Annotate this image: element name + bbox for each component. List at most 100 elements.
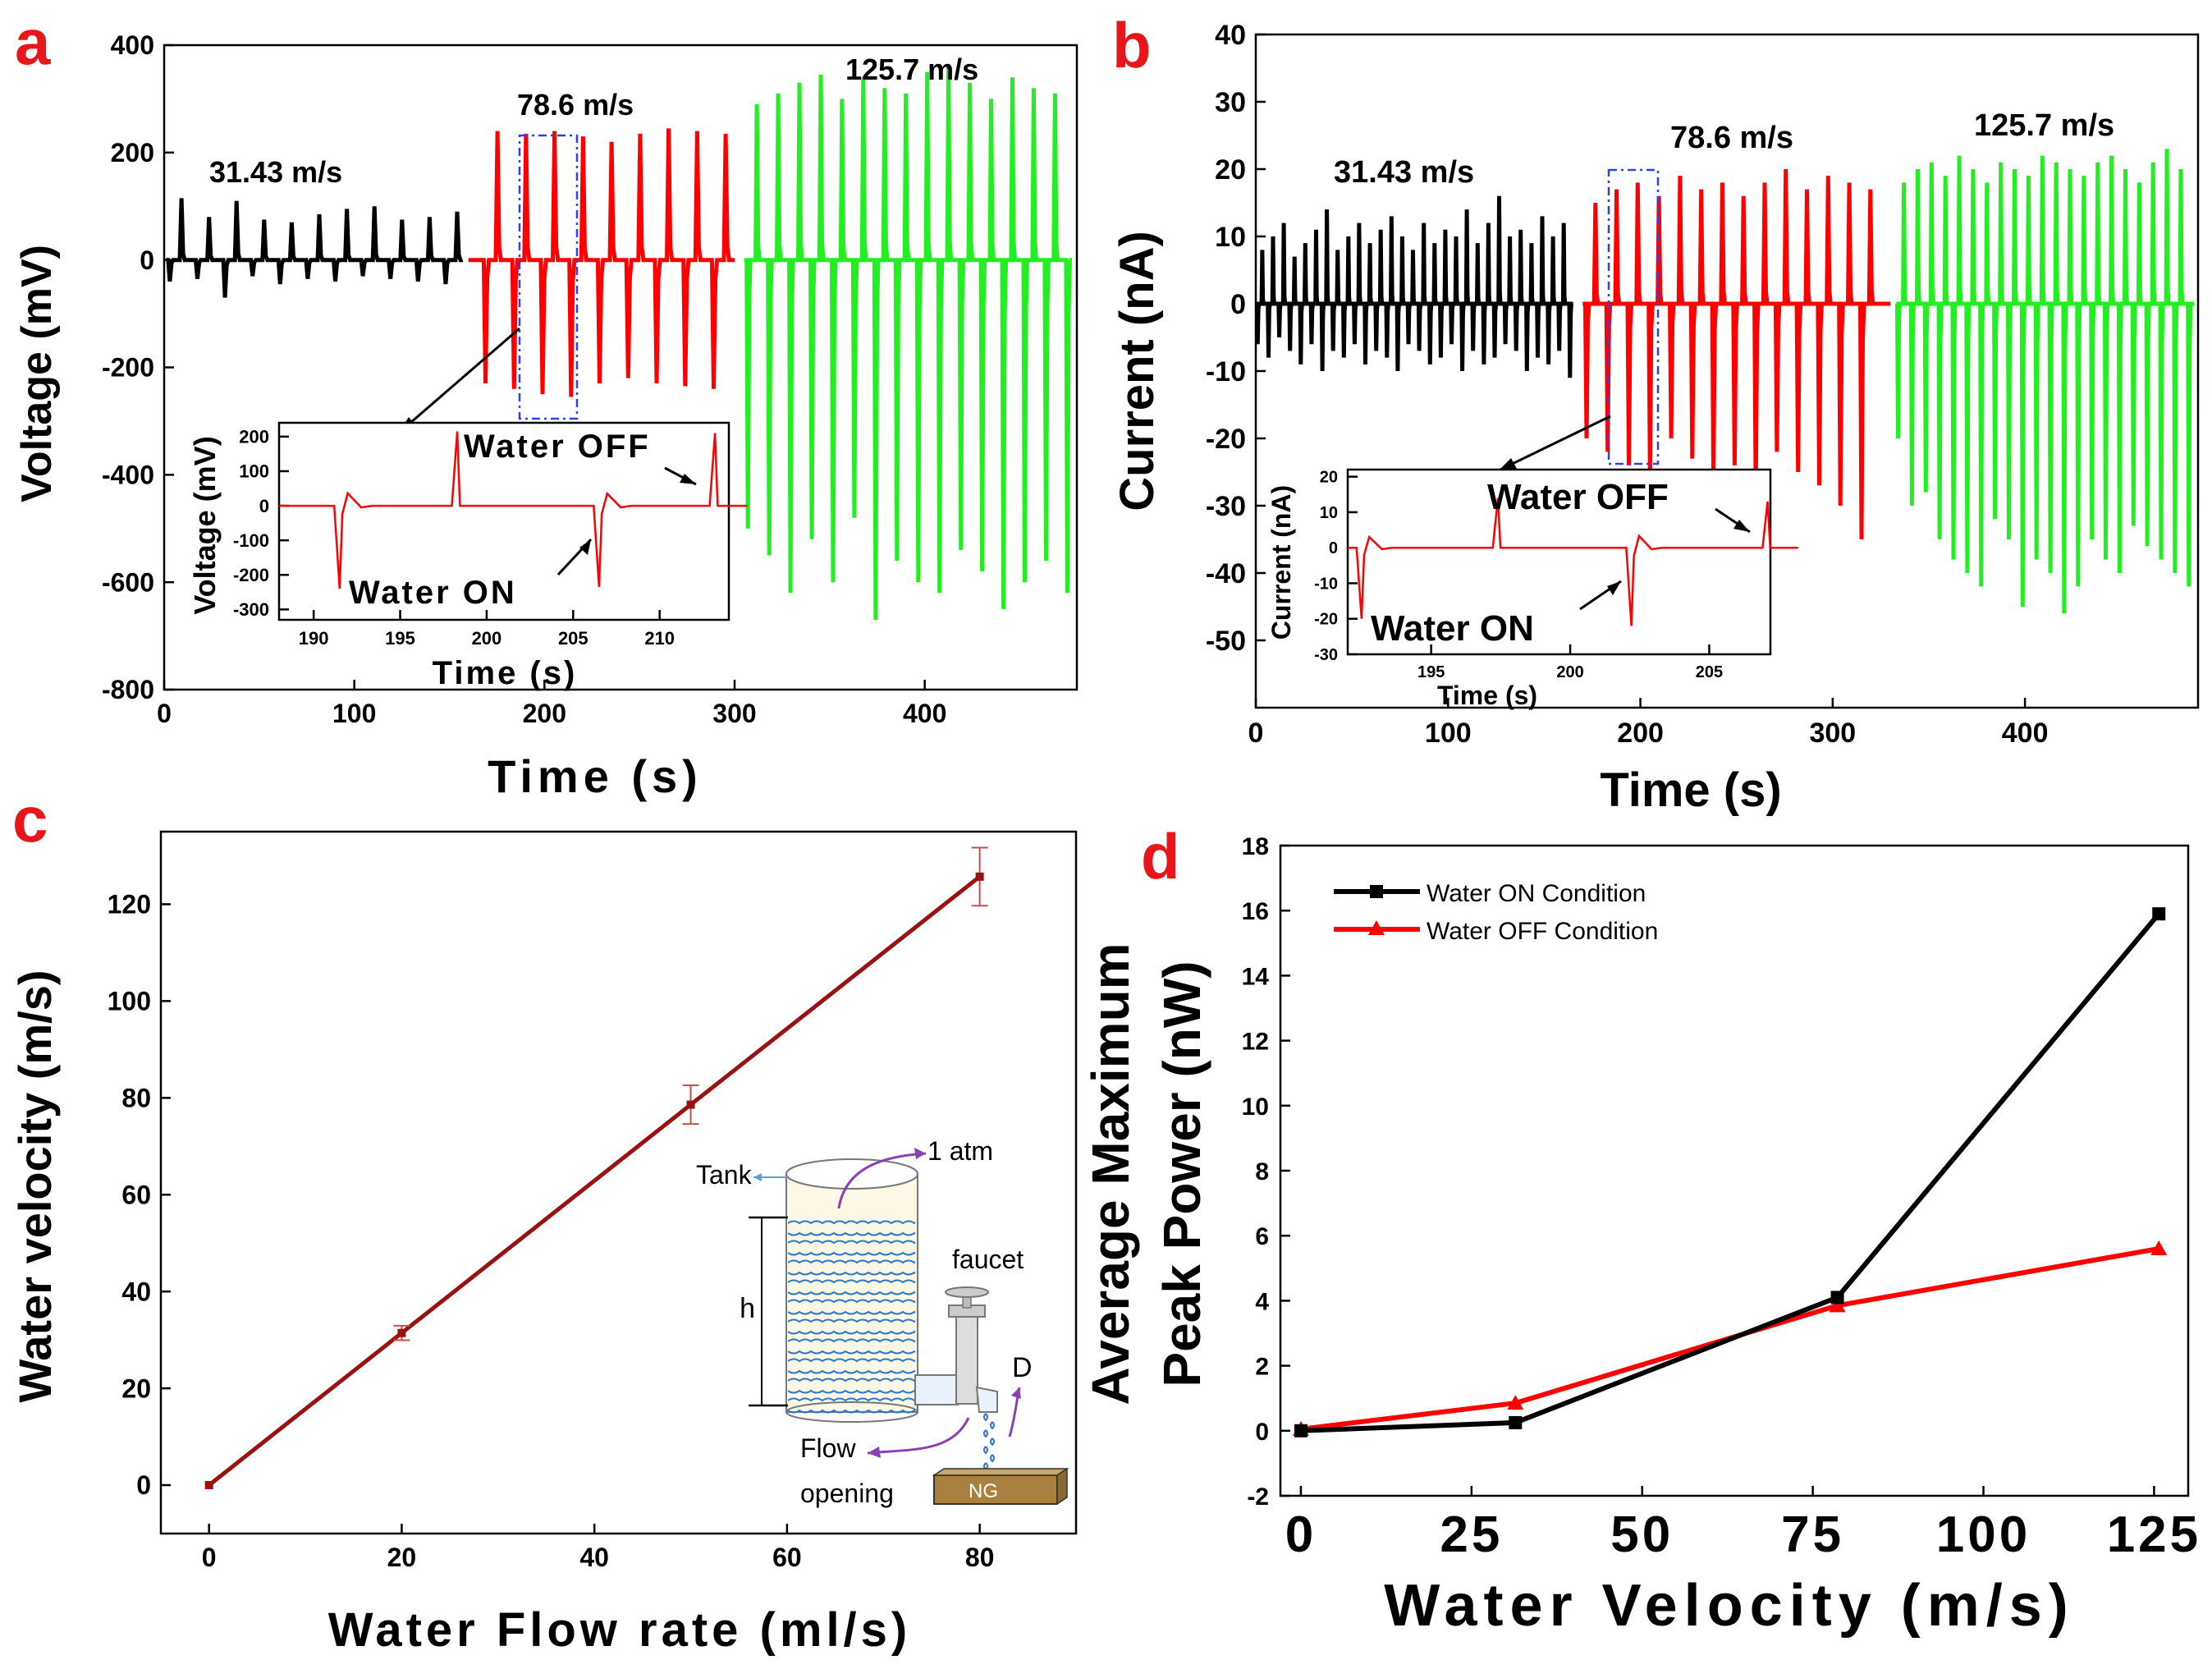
annotation-b-125: 125.7 m/s (1974, 108, 2114, 143)
tank-wave (788, 1369, 915, 1374)
panel-d-ytick-label: 16 (1242, 898, 1269, 925)
d-label: D (1012, 1352, 1033, 1383)
panel-b-inset-on-arrowhead (1607, 581, 1621, 595)
panel-a-inset-ytick-label: -300 (233, 599, 269, 620)
panel-letter-b: b (1112, 9, 1152, 81)
panel-b-series-2 (1895, 149, 2195, 614)
panel-c-point (686, 1100, 695, 1109)
faucet-label: faucet (952, 1245, 1024, 1274)
panel-c-xtick-label: 60 (772, 1543, 802, 1572)
panel-c-xtick-label: 80 (965, 1543, 995, 1572)
panel-a-inset-water-on-label: Water ON (349, 575, 517, 611)
panel-b-inset-trace (1348, 497, 1798, 626)
faucet-spout (975, 1386, 998, 1413)
panel-d-xtick-label: 75 (1781, 1506, 1844, 1563)
panel-c-frame (159, 830, 1078, 1535)
panel-b-inset-ytick-label: -10 (1314, 575, 1338, 593)
panel-a-inset-xlabel: Time (s) (433, 655, 578, 691)
water-drop (983, 1429, 988, 1438)
tank-faucet-diagram: NG h Tank 1 atm faucet D Flow opening (696, 1136, 1069, 1508)
panel-d-point-on (1509, 1415, 1523, 1429)
tank-wave (788, 1259, 915, 1264)
panel-a-xtick-label: 100 (332, 699, 376, 728)
panel-b-xtick-label: 200 (1617, 718, 1664, 749)
panel-a-inset-ytick-label: 200 (239, 427, 269, 447)
legend-on-label: Water ON Condition (1427, 880, 1646, 907)
tank-wave (788, 1397, 915, 1402)
tank-wave (788, 1231, 915, 1236)
panel-a-inset-xtick-label: 205 (558, 628, 588, 649)
panel-d-point-on (1830, 1291, 1844, 1304)
panel-a: a 0 100 200 300 400 -800 -600 -400 -200 0 200 400 3… (13, 6, 1079, 802)
panel-a-ytick-label: -600 (102, 567, 154, 597)
tank-wave (788, 1358, 915, 1363)
panel-c-ylabel: Water velocity (m/s) (9, 970, 61, 1403)
tank-wave (788, 1338, 915, 1343)
panel-c-ytick-label: 40 (121, 1277, 151, 1306)
panel-a-inset-xtick-label: 195 (385, 628, 415, 649)
panel-b-inset-frame (1346, 468, 1772, 656)
panel-c-axes: 0 20 40 60 80 0 20 40 60 80 100 120 (108, 890, 995, 1572)
tank-wave (788, 1251, 915, 1256)
flow-arrowhead (868, 1447, 881, 1458)
panel-a-inset-ytick-label: 0 (259, 496, 269, 516)
panel-a-xlabel: Time (s) (488, 750, 703, 802)
panel-a-xtick-label: 200 (523, 699, 566, 728)
panel-c-point (204, 1481, 213, 1490)
panel-a-inset-ylabel: Voltage (mV) (188, 436, 222, 614)
panel-d-xtick-label: 25 (1440, 1506, 1503, 1563)
tank-top (785, 1158, 918, 1190)
ng-block-top (932, 1468, 1069, 1476)
panel-d-xtick-label: 100 (1936, 1506, 2031, 1563)
atm-arrowhead (914, 1148, 926, 1159)
panel-a-ytick-label: 400 (111, 30, 154, 60)
panel-b-inset-xtick-label: 200 (1556, 663, 1583, 681)
tank-label: Tank (696, 1160, 753, 1190)
annotation-a-78: 78.6 m/s (517, 88, 634, 122)
tank-pointer-head (753, 1173, 762, 1181)
panel-a-series-2 (744, 66, 1073, 621)
panel-b-zoom-arrow (1498, 415, 1611, 472)
panel-c-ytick-label: 60 (121, 1180, 151, 1209)
panel-a-inset-water-off-label: Water OFF (464, 429, 651, 465)
panel-b-zoom-arrowhead (1499, 458, 1517, 470)
panel-b-inset-xtick-label: 195 (1417, 663, 1445, 681)
panel-b-inset-water-off-label: Water OFF (1487, 477, 1669, 517)
d-arrowhead (1011, 1387, 1021, 1399)
tank-wave (788, 1220, 915, 1225)
panel-b-ytick-label: 40 (1215, 20, 1246, 51)
panel-d-xtick-label: 50 (1610, 1506, 1674, 1563)
panel-a-ytick-label: 0 (140, 245, 154, 275)
panel-b-series-0 (1255, 195, 1573, 378)
water-drop (983, 1446, 988, 1455)
tank-wave (788, 1378, 915, 1382)
panel-a-xtick-label: 400 (903, 699, 946, 728)
panel-d-ytick-label: 18 (1242, 833, 1269, 860)
faucet-body (955, 1313, 978, 1405)
opening-label: opening (800, 1479, 894, 1508)
panel-a-inset-trace (279, 431, 748, 589)
panel-c-ytick-label: 100 (108, 987, 151, 1016)
panel-letter-c: c (12, 783, 48, 855)
panel-c-point (975, 872, 984, 881)
tank-wave (788, 1350, 915, 1355)
panel-d: d 0 25 50 75 100 125 -2 0 2 4 6 8 10 12 14 16 18 Average… (1081, 820, 2198, 1639)
panel-c-xtick-label: 20 (387, 1543, 417, 1572)
panel-a-ytick-label: -800 (102, 675, 154, 704)
water-drop (983, 1413, 988, 1422)
panel-b-ylabel: Current (nA) (1111, 231, 1164, 511)
panel-b-inset-ytick-label: -20 (1314, 611, 1338, 629)
ng-block-side (1056, 1467, 1068, 1506)
tank-wave (788, 1409, 915, 1414)
faucet-handle (945, 1286, 989, 1298)
panel-c-ytick-label: 120 (108, 890, 151, 919)
panel-d-ytick-label: 8 (1255, 1158, 1269, 1185)
panel-b-inset-ytick-label: 0 (1329, 539, 1338, 557)
tank-wave (788, 1310, 915, 1315)
panel-c: c 0 20 40 60 80 0 20 40 60 80 100 120 Water velocit… (9, 783, 1078, 1657)
panel-b-ytick-label: 10 (1215, 222, 1246, 253)
panel-b-xtick-label: 100 (1425, 718, 1472, 749)
panel-d-line-1 (1300, 1246, 2159, 1432)
panel-a-zoom-arrow (397, 327, 520, 435)
